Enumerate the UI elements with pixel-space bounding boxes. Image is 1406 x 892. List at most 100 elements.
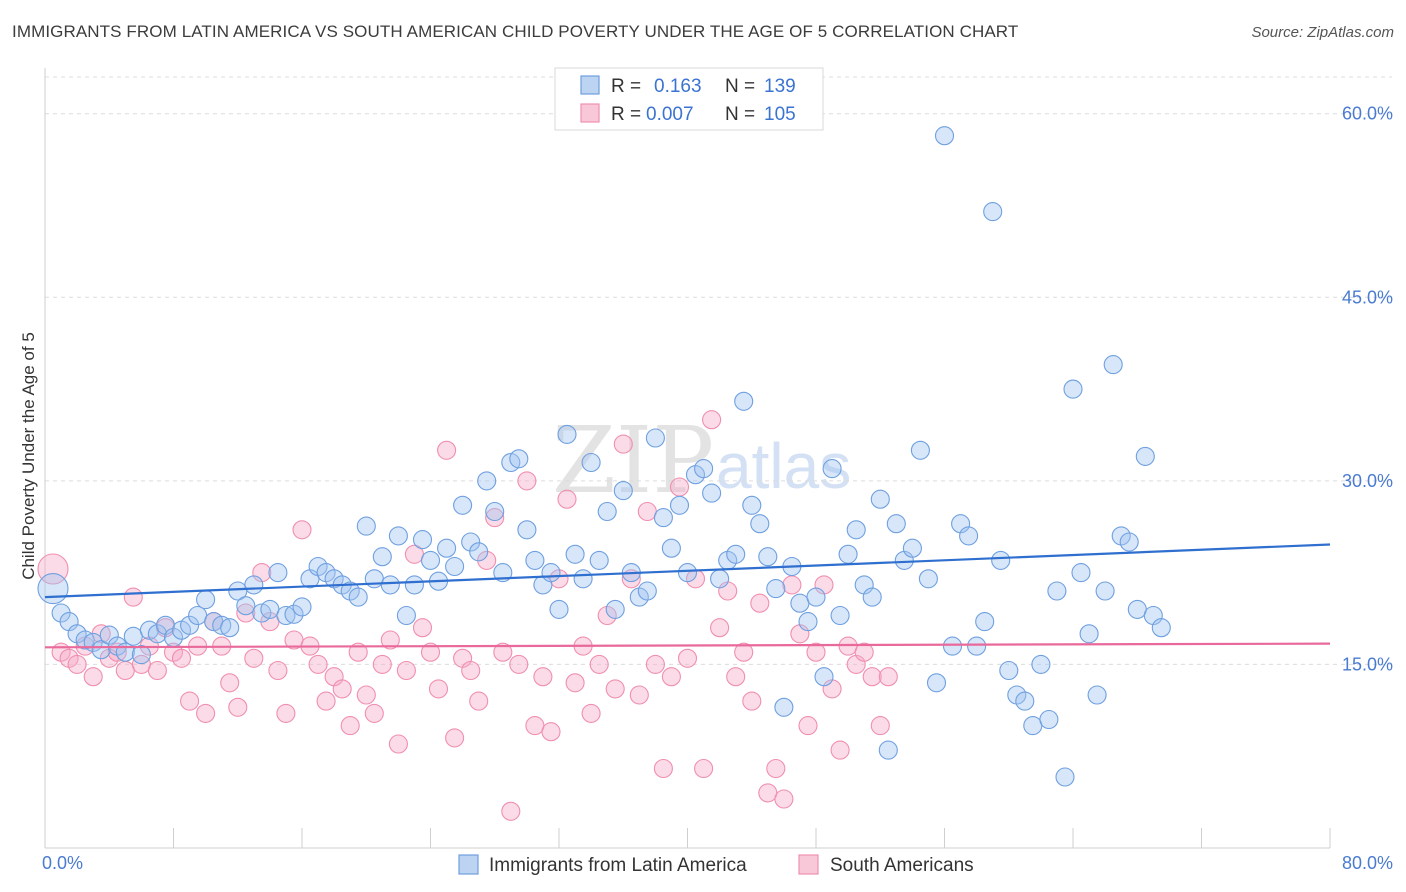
bottom-legend-label-blue: Immigrants from Latin America — [489, 855, 747, 876]
pink-point — [541, 722, 561, 742]
pink-point — [702, 410, 722, 430]
pink-point — [180, 691, 200, 711]
blue-point — [1095, 581, 1115, 601]
pink-point — [557, 489, 577, 509]
blue-point — [565, 544, 585, 564]
blue-point — [814, 667, 834, 687]
blue-point — [1063, 379, 1083, 399]
blue-point — [212, 615, 232, 635]
pink-point — [830, 740, 850, 760]
pink-trend-line — [44, 642, 1331, 649]
bottom-legend: Immigrants from Latin America South Amer… — [458, 854, 974, 876]
pink-point — [372, 654, 392, 674]
blue-point — [1047, 581, 1067, 601]
pink-point — [356, 685, 376, 705]
blue-point — [477, 471, 497, 491]
blue-point — [934, 126, 955, 146]
legend-r-value-pink: 0.007 — [646, 104, 694, 125]
pink-point — [67, 654, 87, 674]
bottom-legend-label-pink: South Americans — [830, 855, 974, 876]
blue-point — [774, 697, 794, 717]
axes — [44, 68, 1331, 849]
blue-point — [902, 538, 922, 558]
blue-trend-line — [44, 543, 1331, 599]
pink-point — [147, 660, 167, 681]
blue-point — [396, 605, 416, 626]
pink-point — [123, 587, 143, 607]
pink-point — [268, 660, 288, 681]
blue-point — [1031, 654, 1051, 674]
blue-point — [918, 569, 938, 589]
blue-point — [878, 740, 898, 760]
blue-point — [356, 516, 376, 536]
pink-point — [613, 434, 633, 454]
pink-point — [533, 667, 553, 687]
pink-point — [854, 642, 874, 662]
series-immigrants-latin-america — [37, 126, 1171, 787]
blue-point — [549, 599, 569, 619]
pink-point — [878, 667, 898, 687]
blue-point — [99, 625, 119, 645]
pink-point — [637, 501, 657, 522]
pink-point — [171, 648, 192, 668]
blue-point — [461, 532, 481, 552]
blue-point — [37, 573, 69, 605]
y-tick-label: 30.0% — [1342, 471, 1393, 491]
pink-point — [292, 520, 312, 540]
blue-point — [846, 520, 866, 540]
blue-point — [1055, 767, 1075, 787]
pink-point — [694, 758, 714, 779]
blue-point — [188, 605, 208, 626]
blue-point — [91, 640, 111, 660]
pink-point — [870, 716, 890, 736]
blue-point — [597, 501, 617, 522]
y-tick-label: 45.0% — [1342, 287, 1393, 307]
blue-point — [1151, 618, 1171, 638]
pink-point — [589, 654, 609, 674]
pink-point — [766, 758, 786, 779]
blue-point — [726, 544, 746, 564]
blue-point — [983, 202, 1003, 222]
pink-point — [774, 789, 794, 809]
blue-point — [517, 520, 537, 540]
trend-lines — [44, 543, 1331, 649]
pink-point — [726, 667, 746, 687]
blue-point — [404, 575, 424, 595]
pink-point — [412, 618, 433, 638]
blue-point — [364, 569, 384, 589]
pink-point — [461, 660, 481, 681]
pink-point — [862, 667, 882, 687]
pink-point — [380, 630, 400, 650]
pink-point — [308, 654, 328, 674]
blue-point — [838, 544, 858, 564]
blue-point — [372, 547, 392, 567]
blue-point — [115, 642, 135, 662]
y-tick-label: 15.0% — [1342, 654, 1393, 674]
blue-point — [613, 481, 633, 501]
blue-point — [1023, 716, 1043, 736]
blue-point — [525, 550, 545, 570]
pink-point — [677, 648, 698, 668]
blue-point — [284, 604, 304, 624]
blue-point — [123, 626, 143, 646]
legend-swatch-blue — [580, 75, 600, 95]
pink-point — [236, 603, 256, 623]
blue-point — [445, 556, 465, 577]
y-tick-labels: 15.0% 30.0% 45.0% 60.0% — [1342, 104, 1393, 675]
blue-point — [1087, 685, 1107, 705]
blue-point — [806, 587, 826, 607]
x-tick-label-min: 0.0% — [42, 853, 83, 873]
blue-point — [886, 514, 906, 534]
pink-point — [332, 679, 352, 699]
pink-point — [629, 685, 649, 705]
blue-point — [75, 630, 95, 650]
blue-point — [702, 483, 722, 503]
blue-point — [734, 391, 754, 411]
blue-point — [870, 489, 890, 509]
blue-point — [967, 636, 987, 656]
blue-point — [348, 587, 368, 607]
x-tick-label-max: 80.0% — [1342, 853, 1393, 873]
blue-point — [469, 542, 489, 562]
pink-point — [364, 703, 384, 723]
blue-point — [926, 673, 947, 693]
